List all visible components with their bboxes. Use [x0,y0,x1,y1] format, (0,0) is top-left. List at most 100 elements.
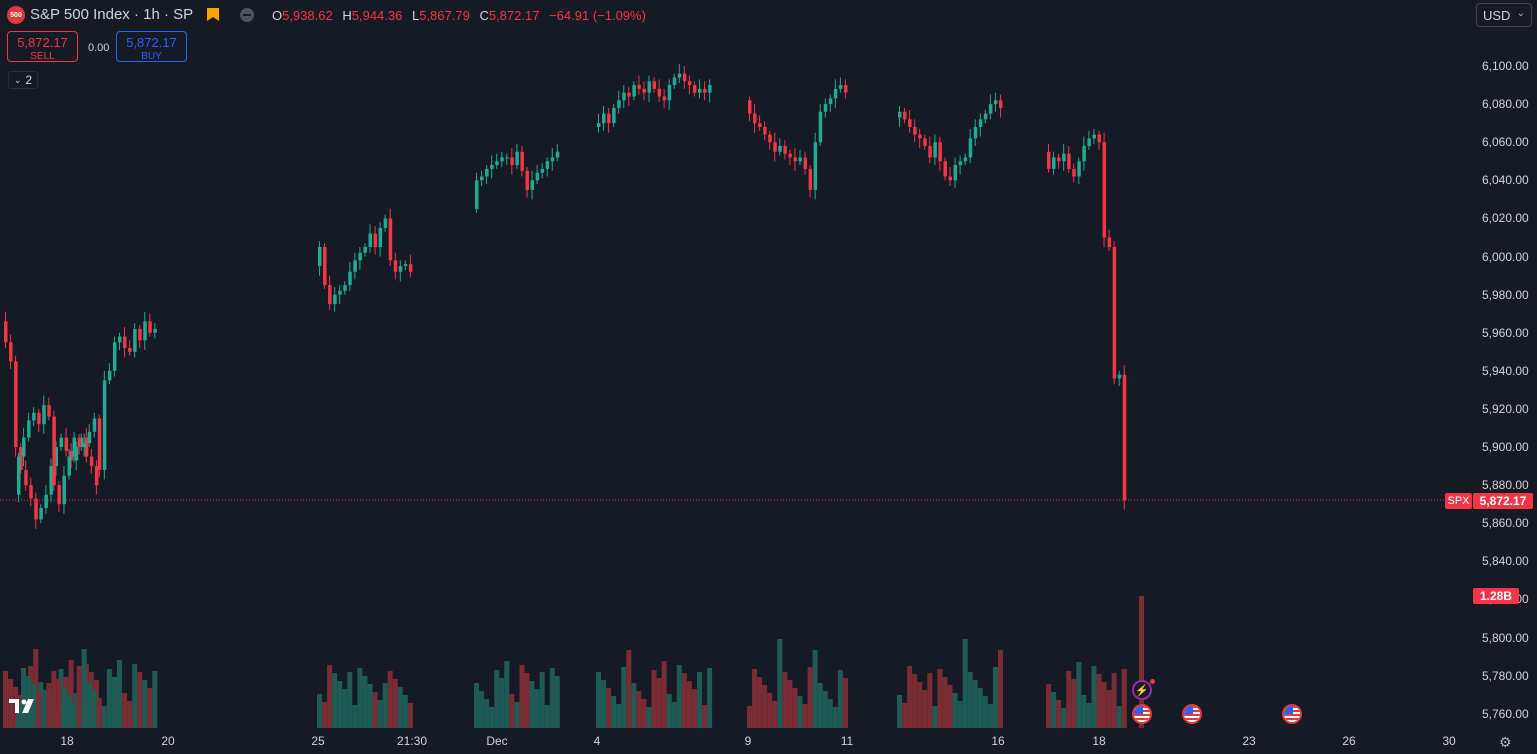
us-flag-icon[interactable] [1182,704,1202,724]
candle [475,172,479,213]
volume-bar [837,670,843,728]
candle [107,363,112,385]
volume-bar [127,701,133,728]
volume-bar [41,700,47,728]
candle [383,214,388,232]
candle [1077,157,1081,185]
candle [903,107,907,124]
candle [953,157,958,188]
candle [363,243,367,257]
candle [82,433,87,457]
candle [1052,151,1056,175]
candle [753,104,757,133]
volume-bar [932,706,938,728]
volume-bar [992,667,998,728]
event-dot [1150,679,1155,684]
candle [963,153,968,166]
candle [778,138,782,156]
candle [682,66,687,89]
us-flag-icon[interactable] [1132,704,1152,724]
volume-bar [1076,662,1082,728]
candle [79,433,84,451]
x-axis-tick: Dec [486,734,508,748]
volume-bar [21,668,27,728]
volume-bar [111,677,117,728]
volume-bar [927,673,933,728]
y-axis-tick: 5,840.00 [1482,554,1529,569]
sell-button[interactable]: 5,872.17 SELL [7,31,78,62]
candle [59,433,64,451]
volume-bar [1056,700,1062,728]
volume-bar [752,669,758,728]
candle [687,75,692,95]
y-axis-tick: 5,920.00 [1482,401,1529,416]
volume-bar [8,679,14,728]
tradingview-logo[interactable] [9,696,43,716]
y-axis-tick: 5,900.00 [1482,440,1529,455]
candle [57,481,61,512]
x-axis-tick: 23 [1242,734,1256,748]
volume-bar [392,679,398,728]
candle [632,81,636,101]
volume-bar-last [1139,596,1144,728]
volume-bar [1116,706,1122,728]
candle [1072,163,1076,183]
candle [318,241,322,276]
flag-icon[interactable] [207,8,219,21]
volume-bar [636,691,642,728]
volume-bar [671,702,677,728]
candle [993,92,998,112]
candle [703,81,707,101]
candle [662,88,667,108]
volume-bar [656,678,662,728]
candle [495,153,499,169]
volume-bar [967,672,973,728]
candle [1112,241,1117,385]
volume-bar [554,676,560,728]
candle [338,285,342,305]
candle [763,121,767,141]
volume-bar [352,705,358,728]
candle [813,132,818,200]
volume-bar [474,683,479,728]
candle [898,106,902,127]
volume-bar [479,691,485,728]
candle [112,336,117,377]
currency-select[interactable]: USD ⌄ [1476,3,1532,27]
status-icon[interactable] [240,8,254,22]
candle [748,96,752,122]
candle [94,460,99,495]
open-label: O [272,8,283,23]
candle [1107,229,1112,251]
candle [42,395,46,434]
volume-bar [367,684,373,728]
candle [1122,365,1127,510]
candle [92,412,97,438]
candle [102,370,107,480]
volume-bar [982,696,988,728]
buy-button[interactable]: 5,872.17 BUY [116,31,187,62]
close-label: C [479,8,489,23]
volume-bar [957,701,963,728]
symbol-title[interactable]: S&P 500 Index · 1h · SP [30,6,194,23]
volume-bar [66,695,72,728]
lightning-icon[interactable]: ⚡ [1132,680,1152,700]
indicators-toggle-button[interactable]: ⌄ 2 [8,71,38,89]
volume-bar [1101,682,1107,728]
volume-bar [691,689,697,728]
volume-bar [142,680,148,728]
candle [37,408,41,432]
volume-bar [757,677,763,728]
volume-bar [977,688,983,728]
open-value: 5,938.62 [282,8,333,23]
volume-bar [952,693,958,728]
us-flag-icon[interactable] [1282,704,1302,724]
volume-bar [1086,703,1092,728]
settings-icon[interactable]: ⚙ [1499,734,1512,750]
candle [958,155,963,175]
candle [918,128,922,148]
volume-bar [1096,674,1102,728]
volume-bar [61,687,67,728]
y-axis-tick: 5,780.00 [1482,668,1529,683]
